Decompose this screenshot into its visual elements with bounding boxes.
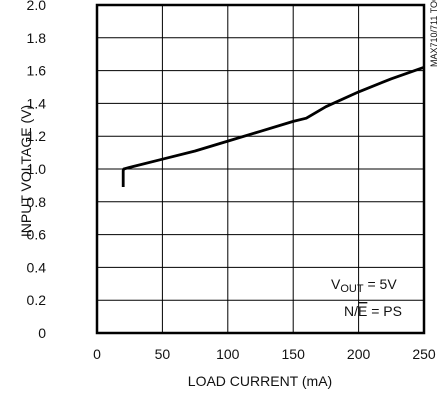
y-tick-label: 0.6 xyxy=(27,227,47,243)
figure-id-label: MAX710/711 TOC03 xyxy=(429,0,439,67)
y-tick-label: 0.4 xyxy=(27,259,47,275)
y-axis-title: INPUT VOLTAGE (V) xyxy=(18,105,34,237)
y-tick-label: 1.2 xyxy=(27,128,47,144)
y-tick-label: 2.0 xyxy=(27,0,47,13)
vout-annotation: VOUT = 5V xyxy=(331,276,397,295)
x-axis-title: LOAD CURRENT (mA) xyxy=(188,373,332,389)
x-tick-labels: 0 50 100 150 200 250 xyxy=(93,346,436,362)
y-tick-label: 1.6 xyxy=(27,63,47,79)
y-tick-label: 0.2 xyxy=(27,292,47,308)
y-tick-label: 1.0 xyxy=(27,161,47,177)
ne-overbar-letter: E xyxy=(358,303,367,319)
x-tick-label: 200 xyxy=(347,346,371,362)
x-tick-label: 100 xyxy=(216,346,240,362)
x-tick-label: 150 xyxy=(282,346,306,362)
conditions-annotation: VOUT = 5V N/E = PS xyxy=(331,276,402,319)
plot-frame xyxy=(95,3,426,335)
y-tick-labels: 0 0.2 0.4 0.6 0.8 1.0 1.2 1.4 1.6 1.8 2.0 xyxy=(27,0,47,341)
grid-lines xyxy=(97,5,424,333)
x-tick-label: 50 xyxy=(155,346,171,362)
series-group xyxy=(121,65,425,187)
ne-prefix: N/ xyxy=(344,303,358,319)
vout-subscript: OUT xyxy=(340,283,364,295)
ne-value: = PS xyxy=(367,303,402,319)
y-tick-label: 1.4 xyxy=(27,95,47,111)
y-tick-label: 0 xyxy=(38,325,46,341)
x-tick-label: 250 xyxy=(412,346,436,362)
y-tick-label: 0.8 xyxy=(27,194,47,210)
vout-prefix: V xyxy=(331,276,341,292)
ne-annotation: N/E = PS xyxy=(344,303,402,319)
series-line-0 xyxy=(121,65,425,187)
x-tick-label: 0 xyxy=(93,346,101,362)
y-tick-label: 1.8 xyxy=(27,30,47,46)
vout-value: = 5V xyxy=(364,276,398,292)
